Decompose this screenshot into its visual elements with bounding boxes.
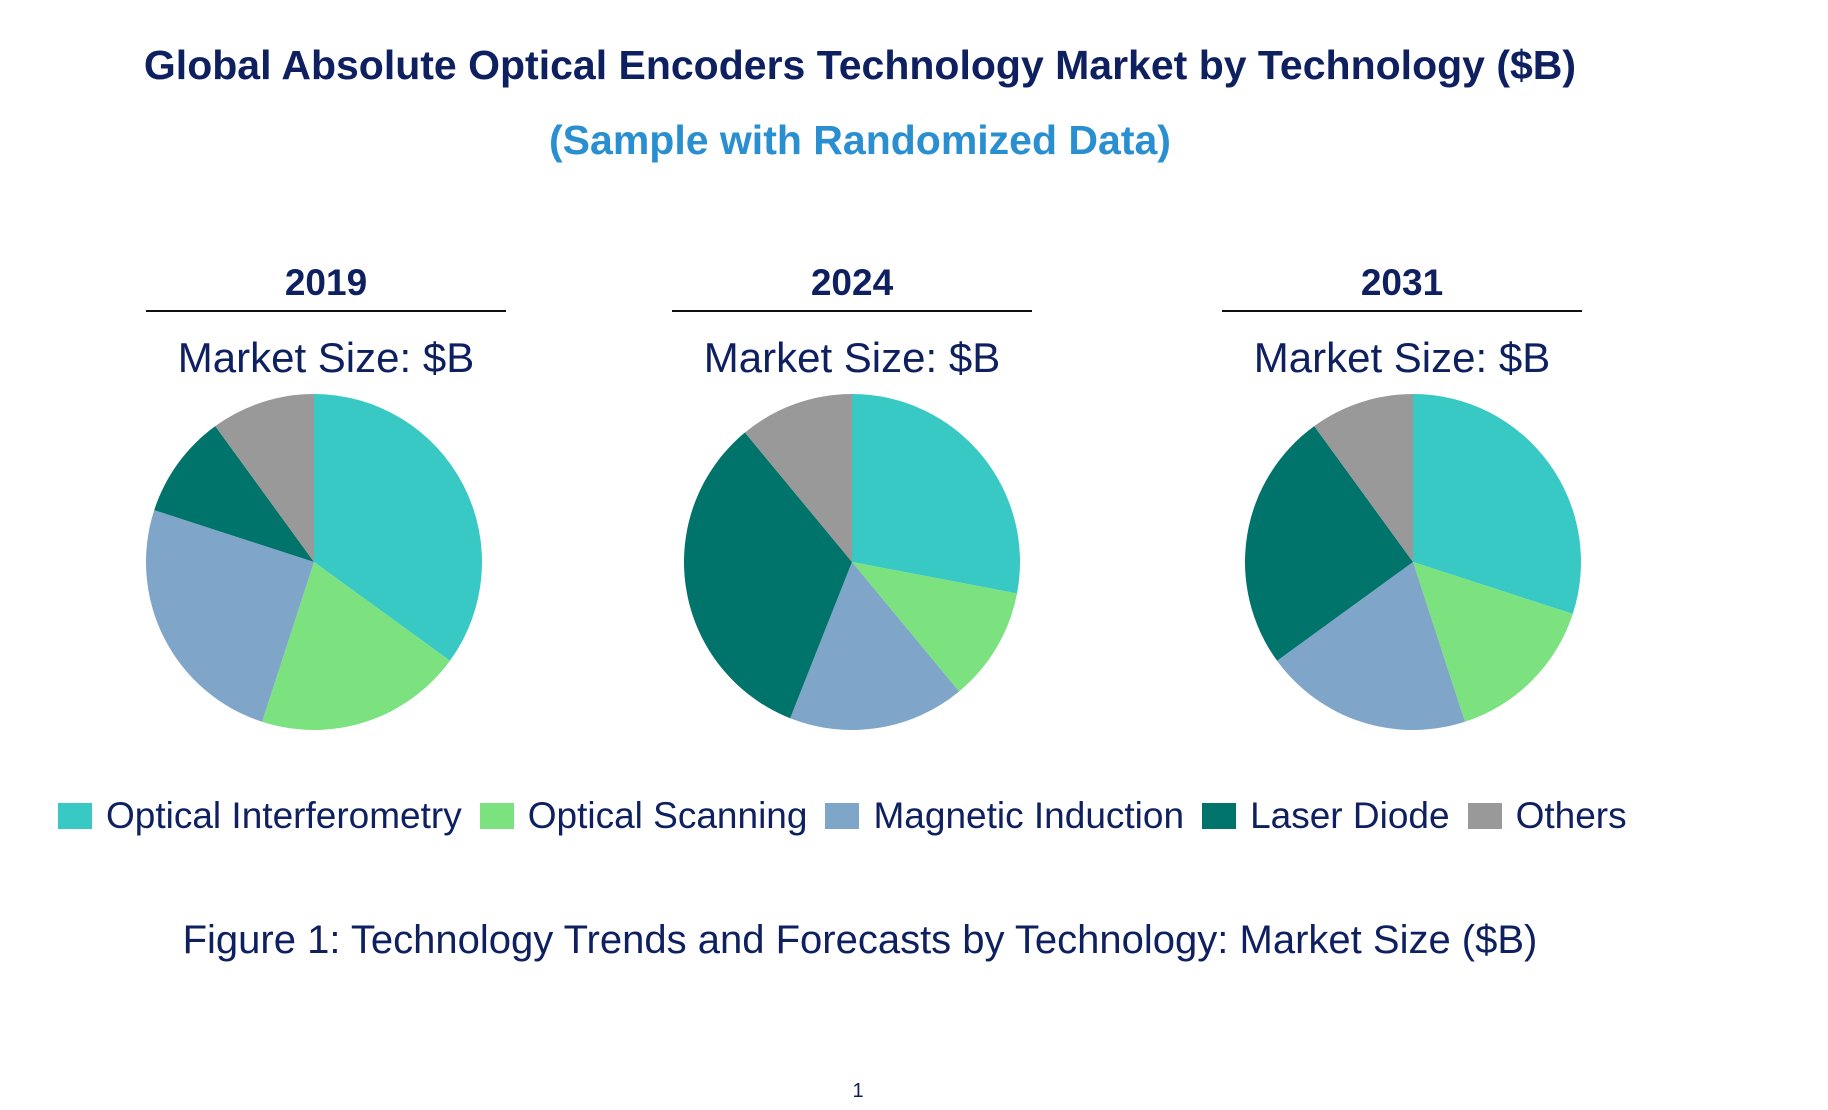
legend-swatch [1467, 803, 1502, 829]
page-number: 1 [852, 1080, 864, 1102]
pie-slice-optical-interferometry [314, 394, 482, 661]
legend-item-optical-interferometry: Optical Interferometry [58, 795, 462, 837]
pie-slice-magnetic-induction [790, 562, 960, 730]
pie-slice-magnetic-induction [1277, 562, 1465, 730]
legend-swatch [825, 803, 860, 829]
pie-slice-others [215, 394, 314, 562]
chart-subtitle: (Sample with Randomized Data) [549, 117, 1171, 163]
pie-slice-optical-interferometry [1413, 394, 1581, 614]
year-label-2031: 2031 [1222, 262, 1582, 312]
pie-slice-others [744, 394, 852, 562]
pie-slice-optical-scanning [852, 562, 1018, 692]
pie-chart-2031 [1245, 394, 1581, 730]
pie-slice-laser-diode [1245, 426, 1413, 661]
legend-item-laser-diode: Laser Diode [1202, 795, 1450, 837]
pie-slice-optical-scanning [1413, 562, 1573, 722]
panel-2024: 2024 Market Size: $B [672, 262, 1032, 382]
legend-swatch [1202, 803, 1237, 829]
figure-caption: Figure 1: Technology Trends and Forecast… [182, 918, 1538, 962]
legend-item-magnetic-induction: Magnetic Induction [825, 795, 1184, 837]
pie-slice-optical-interferometry [852, 394, 1020, 594]
year-label-2019: 2019 [146, 262, 506, 312]
panel-2019: 2019 Market Size: $B [146, 262, 506, 382]
year-label-2024: 2024 [672, 262, 1032, 312]
panel-2031: 2031 Market Size: $B [1222, 262, 1582, 382]
legend-label: Others [1515, 795, 1627, 836]
pie-slice-optical-scanning [262, 562, 450, 730]
pie-slice-laser-diode [684, 432, 852, 719]
legend-swatch [58, 803, 92, 829]
market-size-label-2031: Market Size: $B [1253, 334, 1551, 381]
pie-chart-2019 [145, 394, 482, 730]
legend: Optical Interferometry Optical Scanning … [58, 795, 1645, 837]
market-size-label-2019: Market Size: $B [177, 334, 475, 381]
pie-chart-2024 [684, 394, 1020, 730]
legend-label: Magnetic Induction [873, 795, 1185, 836]
pie-slice-others [1314, 394, 1413, 562]
pie-slice-laser-diode [154, 426, 314, 562]
chart-title: Global Absolute Optical Encoders Technol… [143, 42, 1577, 88]
legend-item-optical-scanning: Optical Scanning [479, 795, 808, 837]
legend-label: Optical Interferometry [106, 795, 462, 836]
market-size-label-2024: Market Size: $B [703, 334, 1001, 381]
legend-item-others: Others [1467, 795, 1627, 837]
legend-swatch [479, 803, 514, 829]
legend-label: Optical Scanning [527, 795, 808, 836]
pie-slice-magnetic-induction [145, 510, 314, 722]
legend-label: Laser Diode [1250, 795, 1450, 836]
